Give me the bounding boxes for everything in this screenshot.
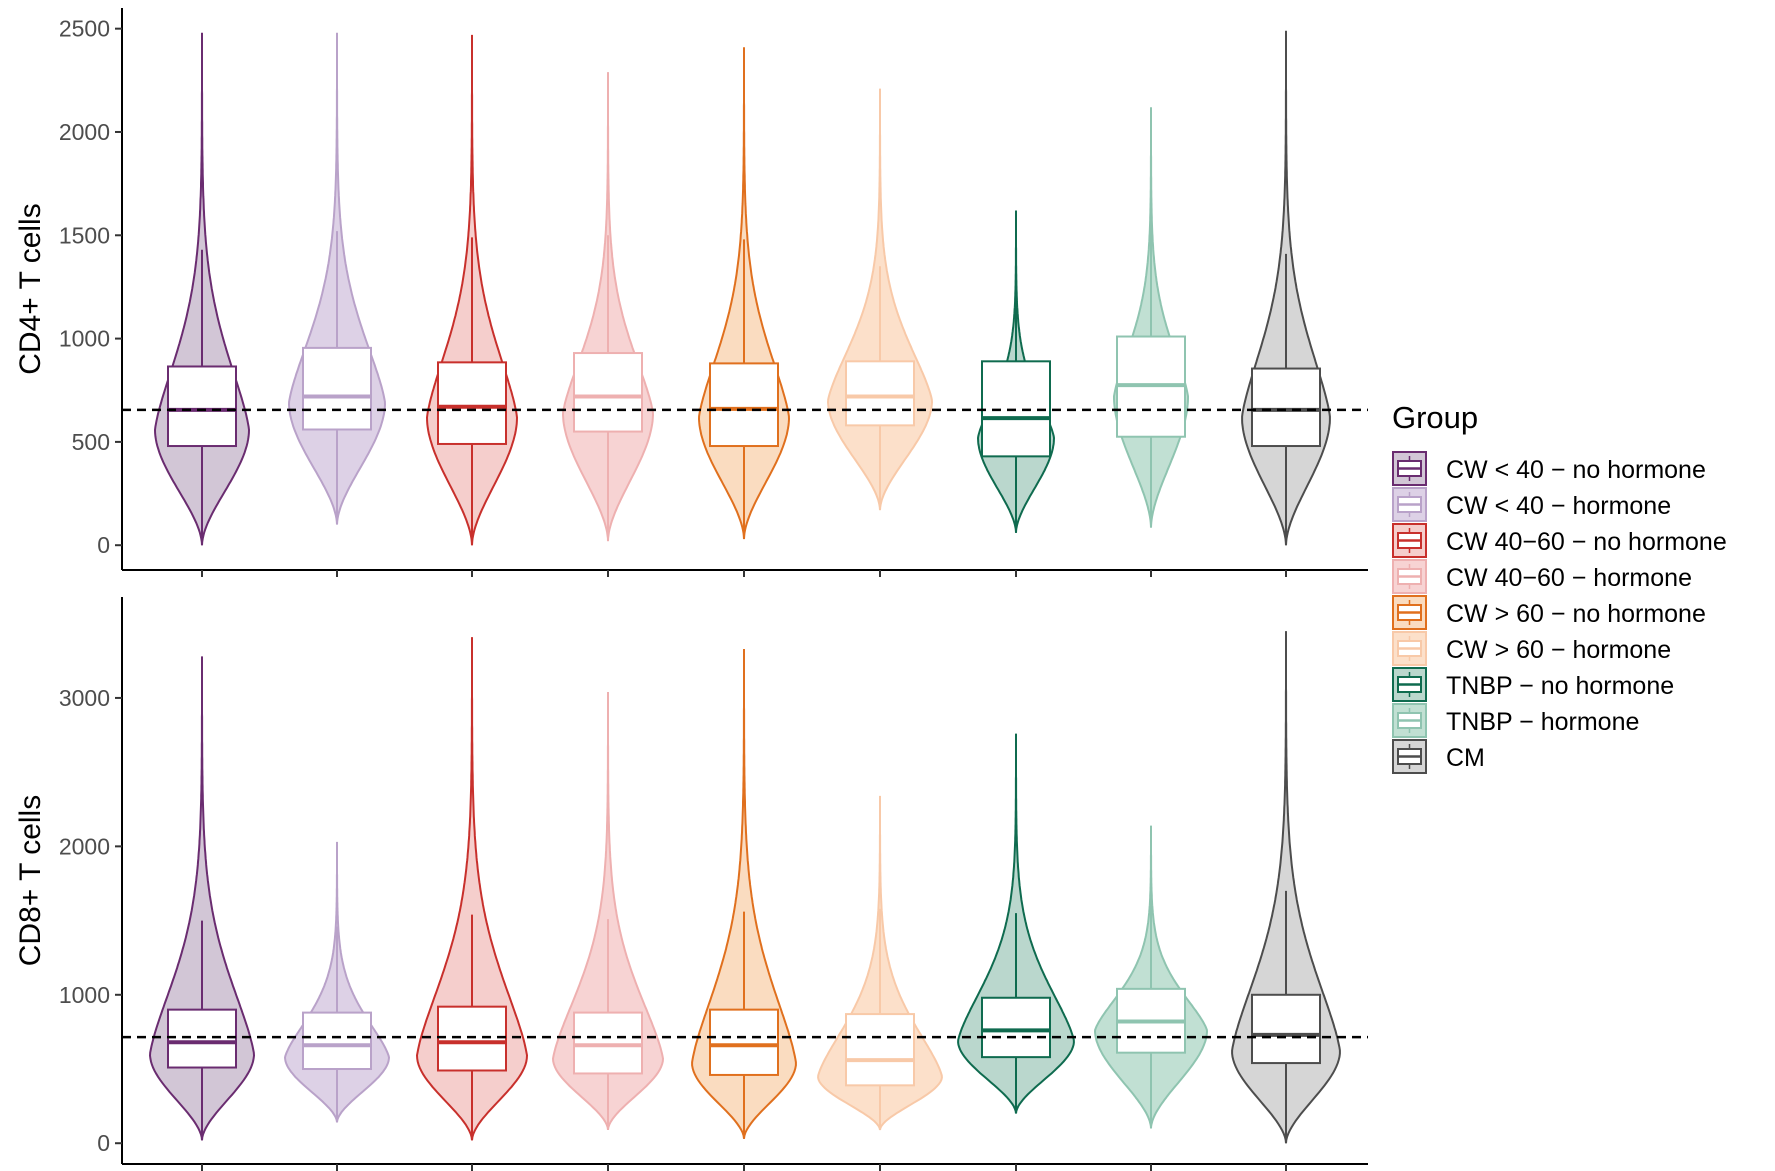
violin-2 xyxy=(287,32,387,525)
violin-3 xyxy=(415,637,529,1141)
legend-item: TNBP − hormone xyxy=(1392,703,1639,738)
violin-7 xyxy=(976,210,1056,533)
y-tick-label: 2000 xyxy=(59,119,110,145)
y-tick-label: 0 xyxy=(97,1130,110,1156)
violin-1 xyxy=(148,656,256,1141)
violin-5 xyxy=(697,47,791,540)
legend-label: CW 40−60 − hormone xyxy=(1446,564,1692,592)
legend-item: CW 40−60 − hormone xyxy=(1392,559,1692,594)
violin-2 xyxy=(283,841,391,1123)
box xyxy=(437,361,507,445)
violin-4 xyxy=(551,692,665,1131)
panel-2: 0 1000 2000 3000 CD8+ T cells xyxy=(14,597,1368,1171)
y-tick-label: 500 xyxy=(72,429,110,455)
legend: Group CW < 40 − no hormone CW < 40 − hormo… xyxy=(1392,400,1727,774)
box xyxy=(167,365,237,448)
y-tick-label: 1000 xyxy=(59,326,110,352)
violin-8 xyxy=(1113,107,1189,528)
y-tick-label: 1000 xyxy=(59,982,110,1008)
legend-label: TNBP − no hormone xyxy=(1446,672,1674,700)
y-axis-title: CD8+ T cells xyxy=(14,795,47,966)
y-tick-label: 2000 xyxy=(59,833,110,859)
violin-9 xyxy=(1241,30,1331,546)
violin-1 xyxy=(153,32,251,546)
box xyxy=(1251,993,1321,1065)
legend-label: CW > 60 − hormone xyxy=(1446,636,1671,664)
legend-label: TNBP − hormone xyxy=(1446,708,1639,736)
legend-item: CM xyxy=(1392,739,1485,774)
y-tick-label: 2500 xyxy=(59,16,110,42)
box xyxy=(302,346,372,431)
violin-8 xyxy=(1093,825,1209,1129)
box xyxy=(709,1008,779,1076)
violin-6 xyxy=(826,88,934,511)
violin-9 xyxy=(1231,631,1341,1144)
violin-7 xyxy=(957,733,1075,1114)
legend-title: Group xyxy=(1392,400,1478,435)
box xyxy=(981,996,1051,1059)
box xyxy=(845,360,915,427)
legend-item: TNBP − no hormone xyxy=(1392,667,1674,702)
legend-item: CW > 60 − hormone xyxy=(1392,631,1671,666)
legend-item: CW > 60 − no hormone xyxy=(1392,595,1706,630)
box xyxy=(573,352,643,433)
y-axis-title: CD4+ T cells xyxy=(14,203,47,374)
legend-label: CW 40−60 − no hormone xyxy=(1446,528,1727,556)
legend-label: CW < 40 − no hormone xyxy=(1446,456,1706,484)
violin-3 xyxy=(425,34,519,546)
box xyxy=(845,1013,915,1087)
panel-1: 0 500 1000 1500 2000 2500 CD4+ T cells xyxy=(14,8,1368,577)
box xyxy=(437,1005,507,1072)
y-tick-label: 3000 xyxy=(59,685,110,711)
violin-5 xyxy=(691,649,797,1139)
box xyxy=(302,1011,372,1071)
box xyxy=(167,1008,237,1069)
box xyxy=(1251,367,1321,448)
box xyxy=(573,1011,643,1075)
violin-6 xyxy=(817,795,943,1131)
y-tick-label: 0 xyxy=(97,532,110,558)
box xyxy=(709,362,779,448)
chart-panels: 0 500 1000 1500 2000 2500 CD4+ T cells 0 1000 200… xyxy=(14,8,1368,1171)
legend-item: CW < 40 − no hormone xyxy=(1392,451,1706,486)
violin-4 xyxy=(561,72,655,542)
y-tick-label: 1500 xyxy=(59,222,110,248)
legend-item: CW < 40 − hormone xyxy=(1392,487,1671,522)
legend-label: CM xyxy=(1446,744,1485,772)
legend-item: CW 40−60 − no hormone xyxy=(1392,523,1727,558)
legend-label: CW > 60 − no hormone xyxy=(1446,600,1706,628)
legend-label: CW < 40 − hormone xyxy=(1446,492,1671,520)
